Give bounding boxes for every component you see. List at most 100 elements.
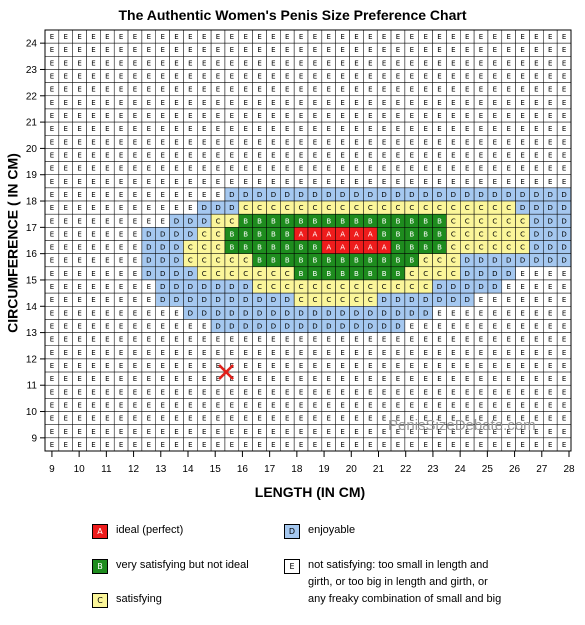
- heatmap-cell-label: E: [160, 86, 164, 94]
- heatmap-cell-label: E: [160, 336, 164, 344]
- heatmap-cell-label: C: [188, 244, 193, 252]
- heatmap-cell-label: E: [327, 151, 331, 159]
- heatmap-cell-label: B: [299, 270, 304, 278]
- heatmap-cell-label: E: [368, 165, 372, 173]
- heatmap-cell-label: E: [520, 99, 524, 107]
- heatmap-cell-label: E: [493, 362, 497, 370]
- heatmap-cell-label: E: [313, 46, 317, 54]
- heatmap-cell-label: E: [327, 46, 331, 54]
- heatmap-cell-label: E: [91, 336, 95, 344]
- heatmap-cell-label: D: [478, 191, 483, 199]
- heatmap-cell-label: E: [423, 323, 427, 331]
- heatmap-cell-label: E: [133, 362, 137, 370]
- heatmap-cell-label: C: [409, 204, 414, 212]
- heatmap-cell-label: C: [479, 244, 484, 252]
- legend-item-b: B very satisfying but not ideal: [92, 559, 249, 574]
- heatmap-cell-label: E: [354, 86, 358, 94]
- heatmap-cell-label: E: [174, 309, 178, 317]
- heatmap-cell-label: C: [451, 257, 456, 265]
- heatmap-cell-label: E: [216, 375, 220, 383]
- heatmap-cell-label: E: [493, 309, 497, 317]
- heatmap-cell-label: E: [285, 178, 289, 186]
- heatmap-cell-label: E: [299, 112, 303, 120]
- heatmap-cell-label: C: [326, 204, 331, 212]
- heatmap-cell-label: E: [437, 99, 441, 107]
- heatmap-cell-label: E: [451, 125, 455, 133]
- heatmap-cell-label: E: [520, 388, 524, 396]
- heatmap-cell-label: E: [313, 151, 317, 159]
- heatmap-cell-label: E: [133, 138, 137, 146]
- heatmap-cell-label: E: [479, 99, 483, 107]
- heatmap-cell-label: E: [243, 33, 247, 41]
- heatmap-cell-label: D: [271, 296, 276, 304]
- heatmap-cell-label: E: [64, 112, 68, 120]
- heatmap-cell-label: E: [105, 336, 109, 344]
- heatmap-cell-label: E: [313, 73, 317, 81]
- heatmap-cell-label: E: [479, 323, 483, 331]
- watermark-text: PenisSizeDebate.com: [388, 417, 536, 434]
- heatmap-cell-label: D: [160, 296, 165, 304]
- heatmap-cell-label: D: [437, 283, 442, 291]
- heatmap-cell-label: E: [105, 59, 109, 67]
- heatmap-cell-label: E: [451, 86, 455, 94]
- heatmap-cell-label: E: [368, 86, 372, 94]
- heatmap-cell-label: C: [299, 283, 304, 291]
- heatmap-cell-label: E: [243, 388, 247, 396]
- heatmap-cell-label: E: [91, 59, 95, 67]
- heatmap-cell-label: E: [133, 270, 137, 278]
- heatmap-cell-label: E: [160, 178, 164, 186]
- heatmap-cell-label: E: [243, 336, 247, 344]
- heatmap-cell-label: E: [313, 33, 317, 41]
- heatmap-cell-label: E: [64, 323, 68, 331]
- x-tick-label: 16: [237, 464, 249, 475]
- heatmap-cell-label: E: [50, 349, 54, 357]
- heatmap-cell-label: D: [464, 191, 469, 199]
- heatmap-cell-label: E: [327, 165, 331, 173]
- heatmap-cell-label: E: [91, 125, 95, 133]
- heatmap-cell-label: E: [188, 86, 192, 94]
- heatmap-cell-label: E: [562, 165, 566, 173]
- heatmap-cell-label: E: [465, 165, 469, 173]
- heatmap-cell-label: E: [133, 191, 137, 199]
- heatmap-cell-label: C: [423, 257, 428, 265]
- heatmap-cell-label: E: [493, 388, 497, 396]
- heatmap-cell-label: E: [77, 428, 81, 436]
- heatmap-cell-label: E: [243, 112, 247, 120]
- heatmap-cell-label: D: [395, 191, 400, 199]
- heatmap-cell-label: E: [64, 138, 68, 146]
- heatmap-cell-label: E: [230, 401, 234, 409]
- heatmap-cell-label: E: [534, 323, 538, 331]
- heatmap-cell-label: E: [327, 401, 331, 409]
- heatmap-cell-label: E: [174, 191, 178, 199]
- heatmap-cell-label: D: [423, 296, 428, 304]
- legend-swatch-c: C: [92, 593, 108, 608]
- heatmap-cell-label: E: [506, 349, 510, 357]
- heatmap-cell-label: D: [395, 296, 400, 304]
- heatmap-cell-label: E: [133, 125, 137, 133]
- heatmap-cell-label: E: [105, 375, 109, 383]
- heatmap-cell-label: E: [174, 178, 178, 186]
- heatmap-cell-label: E: [202, 401, 206, 409]
- heatmap-cell-label: E: [313, 388, 317, 396]
- heatmap-cell-label: E: [91, 204, 95, 212]
- heatmap-cell-label: B: [437, 230, 442, 238]
- heatmap-cell-label: E: [534, 401, 538, 409]
- heatmap-cell-label: E: [465, 151, 469, 159]
- heatmap-cell-label: E: [382, 46, 386, 54]
- heatmap-cell-label: C: [479, 217, 484, 225]
- heatmap-cell-label: E: [216, 33, 220, 41]
- heatmap-cell-label: C: [451, 230, 456, 238]
- heatmap-cell-label: E: [105, 415, 109, 423]
- heatmap-cell-label: E: [216, 46, 220, 54]
- heatmap-cell-label: E: [493, 375, 497, 383]
- heatmap-cell-label: E: [423, 151, 427, 159]
- heatmap-cell-label: E: [437, 33, 441, 41]
- heatmap-cell-label: E: [147, 441, 151, 449]
- heatmap-cell-label: E: [534, 99, 538, 107]
- heatmap-cell-label: E: [271, 415, 275, 423]
- heatmap-cell-label: E: [437, 375, 441, 383]
- heatmap-cell-label: E: [368, 375, 372, 383]
- heatmap-cell-label: E: [230, 349, 234, 357]
- heatmap-cell-label: E: [77, 112, 81, 120]
